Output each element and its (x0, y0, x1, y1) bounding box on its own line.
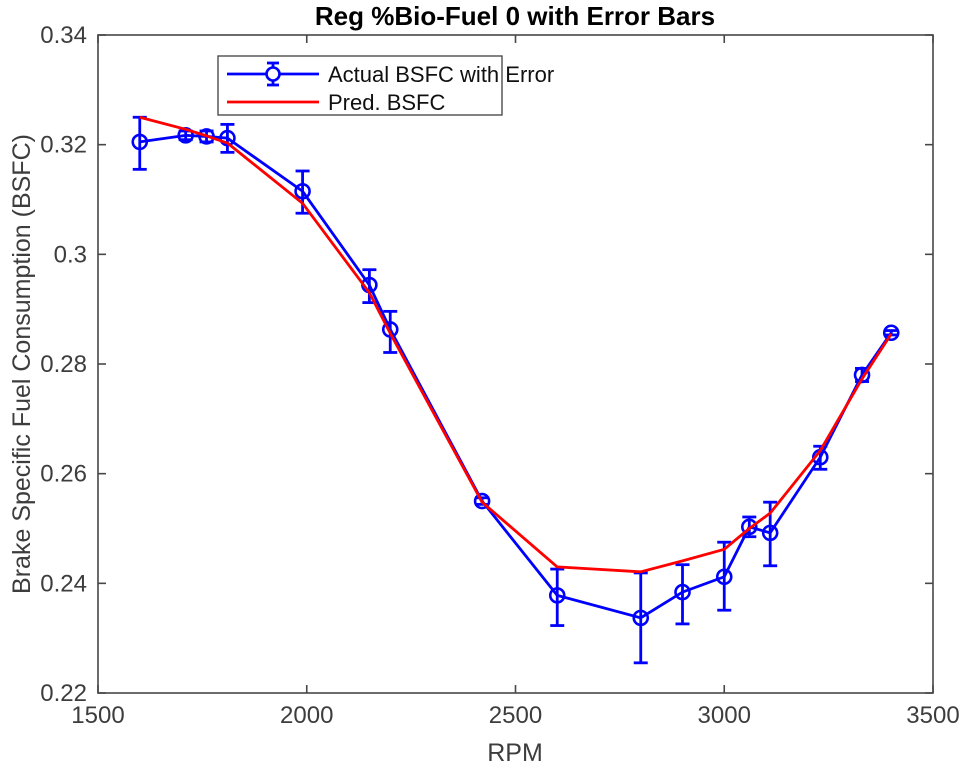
data-point-marker[interactable] (131, 133, 149, 151)
y-tick-label: 0.22 (40, 680, 87, 707)
data-point-marker[interactable] (715, 568, 733, 586)
legend-entry-actual: Actual BSFC with Error (227, 61, 554, 87)
legend-box (217, 55, 503, 116)
actual-series-line (139, 133, 893, 620)
legend-marker-sample (265, 66, 281, 82)
data-point-marker[interactable] (761, 524, 779, 542)
chart-title: Reg %Bio-Fuel 0 with Error Bars (315, 1, 715, 31)
error-bar (675, 563, 690, 626)
actual-series (131, 115, 900, 665)
data-point-marker[interactable] (740, 518, 758, 536)
x-tick-label: 3500 (906, 702, 959, 729)
y-tick-label: 0.28 (40, 351, 87, 378)
legend-entry-pred: Pred. BSFC (227, 90, 445, 115)
y-tick-label: 0.34 (40, 22, 87, 49)
legend-label-actual: Actual BSFC with Error (328, 62, 554, 87)
data-point-marker[interactable] (882, 324, 900, 342)
x-tick-label: 2500 (489, 702, 542, 729)
data-point-marker[interactable] (853, 366, 871, 384)
x-tick-label: 1500 (71, 702, 124, 729)
pred-series-line (139, 115, 893, 574)
y-axis-label: Brake Specific Fuel Consumption (BSFC) (8, 134, 36, 594)
error-bar (132, 115, 147, 171)
y-tick-label: 0.24 (40, 570, 87, 597)
data-point-marker[interactable] (219, 129, 236, 147)
y-tick-label: 0.26 (40, 461, 87, 488)
data-point-marker[interactable] (198, 128, 215, 145)
data-point-marker[interactable] (473, 492, 491, 510)
legend-label-pred: Pred. BSFC (328, 90, 445, 115)
x-tick-label: 2000 (280, 702, 333, 729)
error-bar (550, 567, 565, 627)
data-point-marker[interactable] (381, 321, 399, 338)
x-axis-label: RPM (487, 739, 543, 767)
x-tick-label: 3000 (698, 702, 751, 729)
data-point-marker[interactable] (548, 587, 566, 604)
data-point-marker[interactable] (674, 583, 691, 601)
y-tick-label: 0.32 (40, 132, 87, 159)
legend[interactable]: Actual BSFC with Error Pred. BSFC (217, 55, 554, 116)
axes (97, 34, 934, 694)
series (131, 115, 900, 665)
data-point-marker[interactable] (632, 609, 650, 627)
tick-labels: 1500 2000 2500 3000 3500 0.22 0.24 0.26 0.28 0.3 0… (40, 22, 959, 729)
data-point-marker[interactable] (294, 182, 311, 200)
y-tick-label: 0.3 (54, 241, 87, 268)
